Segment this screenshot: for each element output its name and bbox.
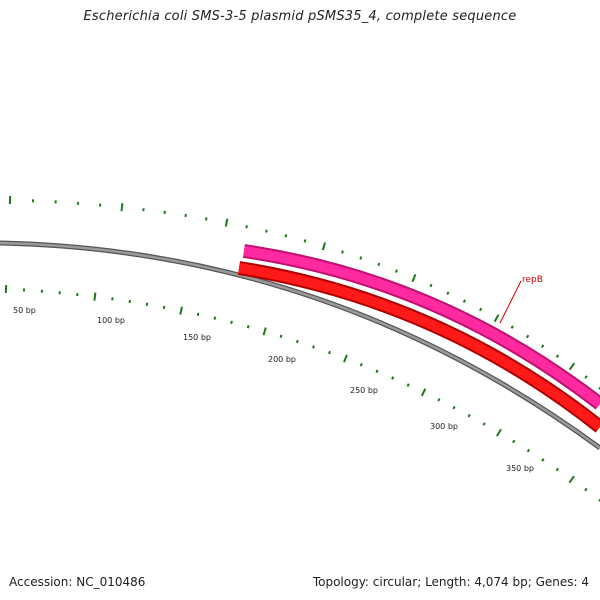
inner-tick (179, 306, 183, 315)
inner-tick (279, 334, 283, 339)
inner-tick (526, 448, 531, 453)
inner-tick (452, 405, 456, 410)
outer-tick (377, 262, 381, 267)
outer-tick (205, 217, 208, 221)
outer-tick (429, 283, 433, 288)
tick-label: 100 bp (97, 316, 125, 325)
outer-tick (394, 269, 398, 273)
outer-tick-marks (8, 195, 600, 390)
outer-tick (479, 307, 483, 312)
tick-label: 350 bp (506, 464, 534, 473)
inner-tick-marks (4, 284, 600, 502)
outer-tick (446, 291, 450, 295)
tick-labels: 50 bp 100 bp 150 bp 200 bp 250 bp 300 bp 350 b… (13, 306, 534, 473)
outer-tick (510, 325, 514, 329)
inner-tick (162, 305, 166, 310)
inner-tick (482, 422, 486, 426)
tick-label: 50 bp (13, 306, 36, 315)
inner-tick (196, 312, 200, 317)
backbone-ring-highlight (0, 241, 600, 450)
inner-tick (359, 363, 363, 367)
tick-label: 250 bp (350, 386, 378, 395)
inner-tick (541, 458, 545, 462)
inner-tick (262, 327, 267, 336)
tick-label: 200 bp (268, 355, 296, 364)
inner-tick (230, 320, 233, 325)
inner-tick (312, 345, 315, 349)
outer-tick (411, 274, 417, 283)
outer-tick (341, 250, 344, 254)
inner-tick (420, 388, 427, 397)
inner-tick (437, 398, 441, 402)
outer-tick (555, 354, 560, 358)
inner-tick (145, 302, 149, 306)
inner-tick (375, 369, 379, 374)
tick-label: 300 bp (430, 422, 458, 431)
accession-text: Accession: NC_010486 (9, 575, 146, 589)
inner-tick (467, 413, 471, 418)
inner-tick (128, 299, 131, 304)
gene-arrow-reverse-fill[interactable] (238, 263, 600, 431)
gene-label-repB[interactable]: repB (522, 275, 543, 285)
outer-tick (245, 225, 248, 229)
inner-tick (512, 439, 516, 444)
gene-arrow-forward-fill[interactable] (243, 246, 600, 408)
outer-tick (598, 386, 600, 390)
outer-tick (584, 375, 588, 379)
summary-text: Topology: circular; Length: 4,074 bp; Ge… (312, 575, 589, 589)
outer-tick (568, 362, 576, 371)
outer-tick (303, 239, 307, 243)
inner-tick (406, 383, 410, 387)
outer-tick (265, 229, 268, 233)
outer-tick (224, 218, 229, 227)
inner-tick (584, 487, 588, 492)
outer-tick (462, 299, 466, 303)
inner-tick (246, 325, 250, 329)
outer-tick (120, 203, 124, 212)
inner-tick (598, 498, 600, 502)
inner-tick (343, 354, 348, 363)
inner-tick (391, 376, 395, 380)
inner-tick (93, 292, 97, 301)
outer-tick (493, 314, 500, 323)
inner-tick (295, 339, 299, 344)
gene-label-leader (499, 280, 522, 324)
inner-tick (555, 467, 560, 472)
inner-tick (213, 316, 217, 320)
outer-tick (284, 234, 288, 238)
outer-tick (184, 213, 187, 218)
inner-tick (328, 350, 331, 355)
map-title: Escherichia coli SMS-3-5 plasmid pSMS35_… (83, 9, 517, 24)
tick-label: 150 bp (183, 333, 211, 342)
inner-tick (568, 475, 575, 484)
inner-tick (496, 428, 502, 437)
outer-tick (525, 334, 530, 339)
outer-tick (321, 242, 327, 251)
outer-tick (359, 256, 363, 260)
outer-tick (540, 344, 545, 348)
